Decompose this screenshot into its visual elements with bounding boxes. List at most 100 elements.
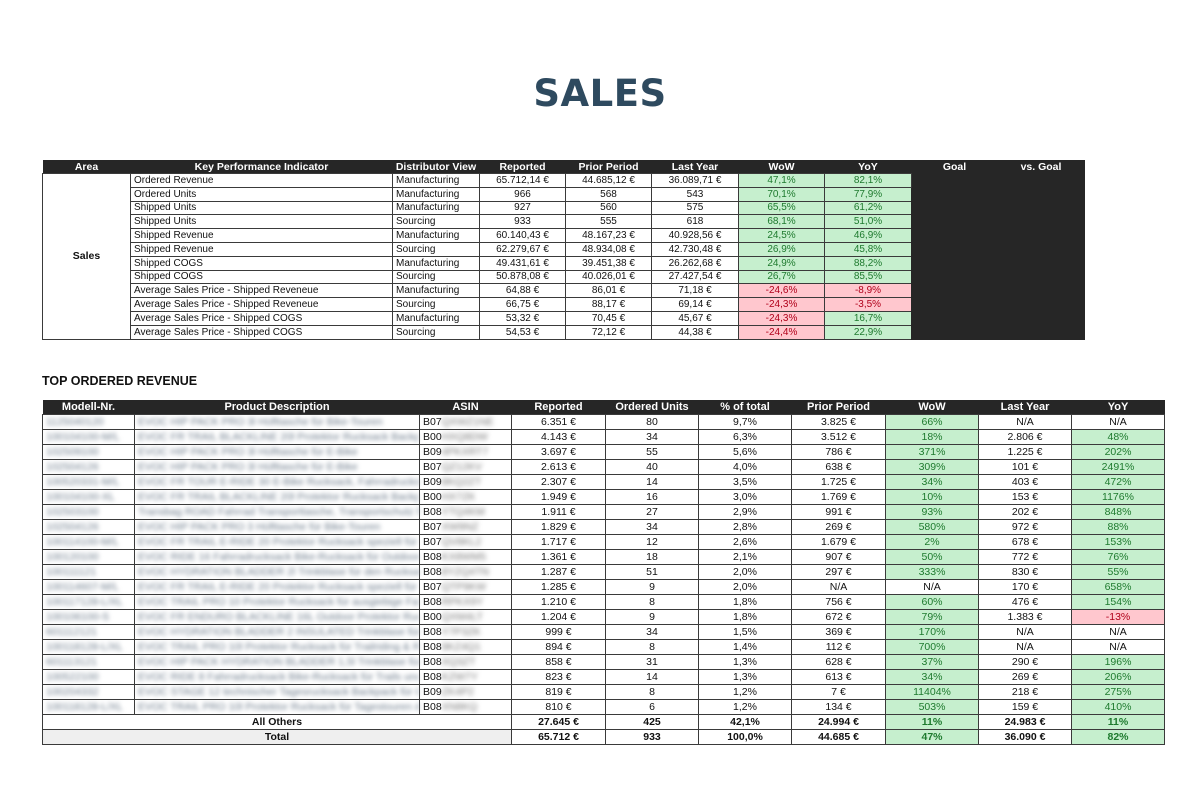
asin-visible: B07 [423,581,442,593]
kpi-reported: 60.140,43 € [479,228,566,243]
asin-cell: B07QXWZ1NE [419,414,512,430]
reported: 2.307 € [511,474,606,490]
wow: 10% [885,489,979,505]
product-description: Transbag ROAD Fahrrad Transporttasche, T… [134,504,420,520]
prior-period: 907 € [791,549,886,565]
kpi-yoy: -3,5% [824,297,912,312]
product-description: EVOC HIP PACK PRO 3l Hüfttasche für E-Bi… [134,444,420,460]
kpi-wow: 26,9% [738,241,825,257]
table-row: 100114607-M/L EVOC FR TRAIL E-RIDE 20 Pro… [42,579,1165,595]
wow: N/A [885,579,979,595]
last-year: 1.225 € [978,444,1072,460]
wow: 60% [885,594,979,610]
kpi-wow: 24,9% [738,255,825,271]
ordered-units: 34 [605,624,699,640]
ordered-units: 40 [605,459,699,475]
ordered-units: 18 [605,549,699,565]
prior-period: 1.769 € [791,489,886,505]
model-number: 100520331-M/L [42,474,135,490]
pct-of-total: 100,0% [698,729,792,745]
kpi-indicator: Average Sales Price - Shipped Reveneue [130,297,393,312]
asin-visible: B08 [423,641,442,653]
asin-visible: B08 [423,506,442,518]
kpi-col-yoy: YoY [824,160,912,174]
model-number: 100117128-L/XL [42,594,135,610]
prior-period: 3.825 € [791,414,886,430]
asin-cell: B07QTP9KW [419,579,512,595]
asin-cell: B08KZW7Y [419,669,512,685]
kpi-reported: 49.431,61 € [479,255,566,271]
yoy: 202% [1071,444,1165,460]
product-description: EVOC TRAIL PRO 10l Protektor Rucksack fü… [134,699,420,715]
product-description: EVOC RIDE 16 Fahrradrucksack Bike-Rucksa… [134,549,420,565]
kpi-col-vs-goal: vs. Goal [997,160,1085,174]
asin-visible: B08 [423,701,442,713]
ordered-units: 9 [605,609,699,625]
asin-visible: B00 [423,431,442,443]
table-row: 102504126 EVOC HIP PACK PRO 3 Hüfttasche … [42,519,1165,535]
kpi-col-prior: Prior Period [565,160,652,174]
kpi-prior: 88,17 € [565,297,652,312]
kpi-col-last-year: Last Year [651,160,739,174]
asin-cell: B08XQ3ZT [419,654,512,670]
kpi-wow: 24,5% [738,228,825,243]
model-number: 100104100-XL [42,489,135,505]
ordered-units: 27 [605,504,699,520]
all-others-row-label: All Others [42,714,512,730]
asin-cell: B00QXM4LT [419,609,512,625]
top-col-reported: Reported [511,400,606,415]
pct-of-total: 1,5% [698,624,792,640]
prior-period: 3.512 € [791,429,886,445]
prior-period: 112 € [791,639,886,655]
kpi-prior: 568 [565,186,652,202]
product-description: EVOC STAGE 12 technischer Tagesrucksack … [134,684,420,700]
last-year: 403 € [978,474,1072,490]
asin-visible: B08 [423,626,442,638]
asin-visible: B09 [423,476,442,488]
ordered-units: 425 [605,714,699,730]
wow: 170% [885,624,979,640]
model-number: 100118128-L/XL [42,699,135,715]
model-number: 100204332 [42,684,135,700]
prior-period: 369 € [791,624,886,640]
ordered-units: 933 [605,729,699,745]
reported: 4.143 € [511,429,606,445]
kpi-wow: 47,1% [738,173,825,188]
reported: 858 € [511,654,606,670]
kpi-last-year: 543 [651,186,739,202]
last-year: 36.090 € [978,729,1072,745]
yoy: 11% [1071,714,1165,730]
kpi-view: Sourcing [392,241,480,257]
asin-cell: B088YZQ4TN [419,564,512,580]
kpi-indicator: Average Sales Price - Shipped COGS [130,310,393,326]
asin-blurred: XQ3ZT [441,656,476,668]
yoy: 153% [1071,534,1165,550]
kpi-vs-goal-cell [997,173,1085,340]
top-col-pct: % of total [698,400,792,415]
last-year: 972 € [978,519,1072,535]
reported: 1.717 € [511,534,606,550]
last-year: 1.383 € [978,609,1072,625]
kpi-area-cell: Sales [42,173,131,340]
ordered-units: 51 [605,564,699,580]
kpi-wow: -24,4% [738,324,825,340]
kpi-wow: -24,6% [738,283,825,299]
kpi-view: Sourcing [392,214,480,230]
table-row: 100104100-XL EVOC FR TRAIL BLACKLINE 20l … [42,489,1165,505]
kpi-reported: 933 [479,214,566,230]
total-row-label: Total [42,729,512,745]
kpi-indicator: Shipped COGS [130,255,393,271]
wow: 34% [885,669,979,685]
table-row: 100106100-S EVOC FR ENDURO BLACKLINE 16L … [42,609,1165,625]
reported: 1.285 € [511,579,606,595]
asin-blurred: YTQ4KM [441,506,485,518]
asin-cell: B08XN8KQ [419,699,512,715]
kpi-indicator: Average Sales Price - Shipped COGS [130,324,393,340]
kpi-prior: 86,01 € [565,283,652,299]
asin-visible: B09 [423,686,442,698]
top-col-last-year: Last Year [978,400,1072,415]
asin-blurred: QTP9KW [441,581,487,593]
model-number: 100120100 [42,549,135,565]
kpi-row: Shipped Revenue Manufacturing 60.140,43 €4… [43,228,1085,243]
asin-visible: B07 [423,461,442,473]
